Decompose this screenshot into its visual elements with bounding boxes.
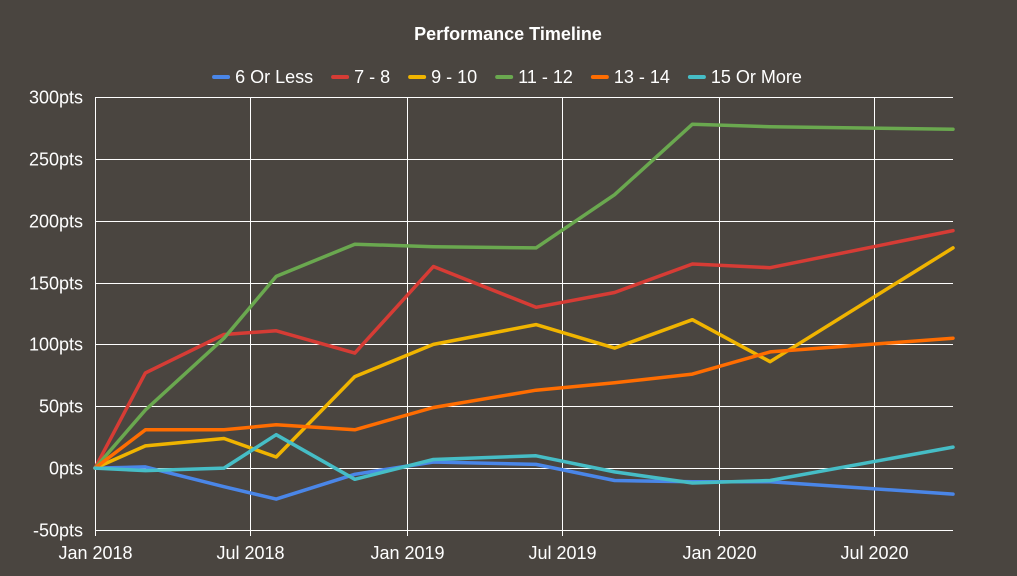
x-tick-label: Jul 2020 xyxy=(840,543,908,563)
y-tick-label: 300pts xyxy=(29,88,83,108)
legend-label: 13 - 14 xyxy=(614,67,670,87)
series-line-11-12 xyxy=(93,122,955,470)
y-tick-label: 50pts xyxy=(39,397,83,417)
y-tick-label: 0pts xyxy=(49,459,83,479)
legend-label: 9 - 10 xyxy=(431,67,477,87)
y-tick-label: 150pts xyxy=(29,274,83,294)
y-tick-label: -50pts xyxy=(33,521,83,541)
chart-legend: 6 Or Less 7 - 8 9 - 10 11 - 12 13 - 14 15 Or … xyxy=(212,67,802,87)
y-tick-label: 100pts xyxy=(29,335,83,355)
legend-item[interactable]: 9 - 10 xyxy=(408,67,477,87)
legend-label: 6 Or Less xyxy=(235,67,313,87)
legend-item[interactable]: 7 - 8 xyxy=(331,67,390,87)
series-line-15-or-more xyxy=(93,432,955,485)
series-line-7-8 xyxy=(93,228,955,470)
legend-item[interactable]: 15 Or More xyxy=(687,67,802,87)
series-line-13-14 xyxy=(93,336,955,470)
chart-title: Performance Timeline xyxy=(414,24,602,44)
series-lines xyxy=(93,122,955,501)
x-tick-label: Jan 2018 xyxy=(58,543,132,563)
legend-label: 15 Or More xyxy=(711,67,802,87)
y-tick-label: 200pts xyxy=(29,212,83,232)
y-axis: -50pts 0pts 50pts 100pts 150pts 200pts 250pts 3… xyxy=(29,88,83,541)
legend-item[interactable]: 13 - 14 xyxy=(590,67,670,87)
y-tick-label: 250pts xyxy=(29,150,83,170)
x-tick-label: Jan 2020 xyxy=(682,543,756,563)
legend-item[interactable]: 6 Or Less xyxy=(212,67,313,87)
x-tick-label: Jan 2019 xyxy=(370,543,444,563)
legend-item[interactable]: 11 - 12 xyxy=(495,67,573,87)
gridlines xyxy=(95,97,953,536)
legend-label: 7 - 8 xyxy=(354,67,390,87)
series-line-9-10 xyxy=(93,246,955,470)
x-tick-label: Jul 2018 xyxy=(216,543,284,563)
legend-label: 11 - 12 xyxy=(518,67,573,87)
x-axis: Jan 2018 Jul 2018 Jan 2019 Jul 2019 Jan 2020… xyxy=(58,543,908,563)
x-tick-label: Jul 2019 xyxy=(528,543,596,563)
